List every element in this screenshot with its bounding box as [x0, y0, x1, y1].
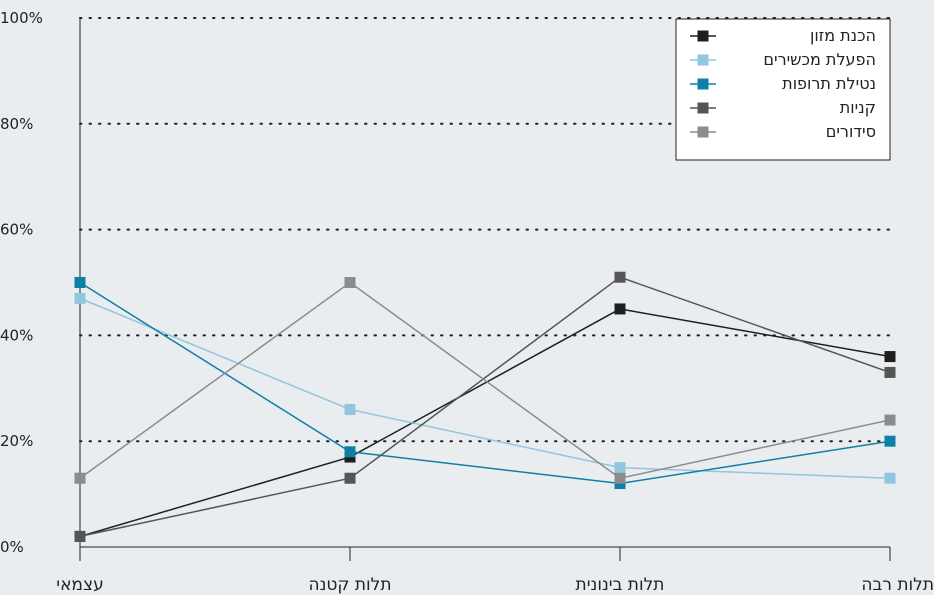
data-point [74, 277, 86, 288]
legend-marker [697, 30, 709, 42]
data-point [344, 403, 356, 415]
series-line-4 [79, 276, 891, 538]
series-line-5 [79, 281, 891, 480]
x-tick-label: עצמאי [56, 575, 103, 595]
data-point [884, 435, 896, 447]
data-point [884, 472, 896, 484]
data-point [344, 446, 356, 458]
legend-marker [697, 78, 709, 90]
y-tick-label: 0% [0, 538, 24, 556]
y-tick-label: 40% [0, 326, 33, 344]
legend-label: הפעלת מכשירים [763, 50, 876, 69]
legend-marker [697, 54, 709, 66]
legend-label: נטילת תרופות [782, 74, 876, 93]
y-tick-label: 100% [0, 9, 43, 27]
data-point [74, 292, 86, 304]
data-point [614, 303, 626, 315]
data-point [884, 414, 896, 426]
y-tick-label: 20% [0, 432, 33, 450]
legend-marker [697, 126, 709, 138]
legend-label: הכנת מזון [810, 26, 876, 45]
data-point [614, 472, 626, 484]
legend-label: קניות [840, 98, 876, 117]
legend-box [675, 18, 891, 161]
x-tick-label: תלות בינונית [576, 575, 665, 595]
legend-label: סידורים [826, 122, 876, 141]
x-tick-label: תלות רבה [861, 575, 934, 595]
y-tick-label: 80% [0, 115, 33, 133]
data-point [614, 271, 626, 283]
y-tick-label: 60% [0, 221, 33, 239]
series-line-1 [79, 308, 891, 538]
data-point [344, 277, 356, 288]
x-tick-label: תלות קטנה [308, 575, 391, 595]
data-point [344, 472, 356, 484]
data-point [884, 351, 896, 363]
series-line-2 [79, 297, 891, 479]
data-point [74, 530, 86, 542]
data-point [884, 366, 896, 378]
data-point [614, 462, 626, 474]
legend-marker [697, 102, 709, 114]
data-point [74, 472, 86, 484]
series-line-3 [79, 281, 891, 485]
